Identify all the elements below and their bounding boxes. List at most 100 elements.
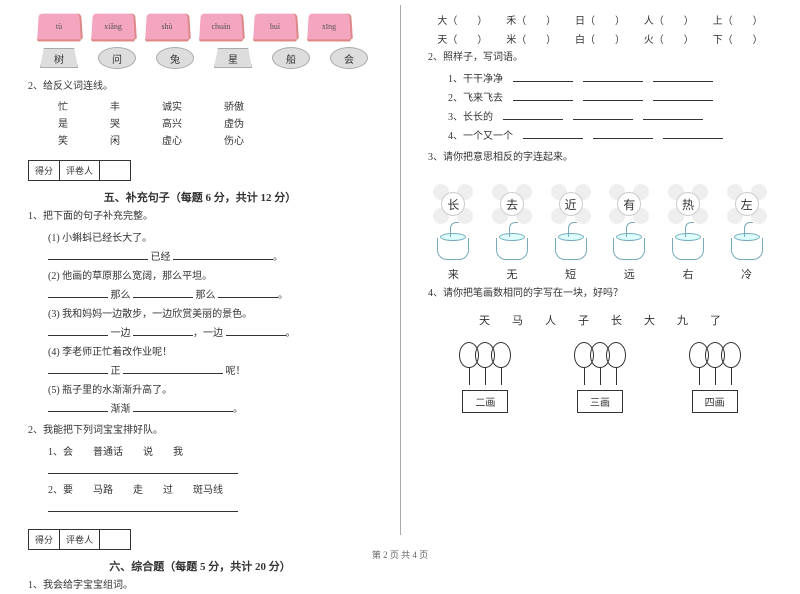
cup-label: 来 <box>448 266 459 282</box>
flower-icon: 热 <box>668 184 708 224</box>
score-box: 得分 评卷人 <box>28 529 131 550</box>
stroke-box: 二画 <box>462 390 508 413</box>
s5-q2-item: 2、要 马路 走 过 斑马线 <box>48 481 382 500</box>
pair-cell: 是 <box>58 116 68 133</box>
balloon-group: 四画 <box>691 342 739 413</box>
cup-icon <box>555 238 587 260</box>
cup-icon <box>731 238 763 260</box>
score-blank <box>100 161 130 180</box>
cup-icon <box>437 238 469 260</box>
char-shape: 问 <box>98 47 136 69</box>
q4-char: 马 <box>512 312 523 328</box>
pair-cell: 伤心 <box>224 133 244 150</box>
pair-cell: 哭 <box>110 116 120 133</box>
cup-label: 无 <box>506 266 517 282</box>
cup-label: 远 <box>624 266 635 282</box>
pair-cell: 高兴 <box>162 116 182 133</box>
s5-blank-line: 正 呢！ <box>48 362 382 381</box>
r-q2-item: 4、一个又一个 <box>448 127 782 146</box>
stroke-box: 三画 <box>577 390 623 413</box>
pair-cell: 骄傲 <box>224 99 244 116</box>
char-item: 火（ ） <box>644 31 694 46</box>
s5-item: (5) 瓶子里的水渐渐升高了。 <box>48 381 382 400</box>
cup-icon <box>613 238 645 260</box>
s5-item: (4) 李老师正忙着改作业呢！ <box>48 343 382 362</box>
s5-q2: 2、我能把下列词宝宝排好队。 <box>28 423 382 439</box>
balloon-row: 二画 三画 四画 <box>428 342 772 413</box>
char-paren-row: 大（ ） 禾（ ） 日（ ） 人（ ） 上（ ） <box>428 12 772 27</box>
pinyin-card: tù <box>37 14 81 40</box>
cup-label-row: 来 无 短 远 右 冷 <box>424 266 776 282</box>
left-column: tù xiǎng shù chuán huì xīng 树 问 兔 星 船 会 … <box>0 0 400 545</box>
grader-label: 评卷人 <box>60 530 100 549</box>
pinyin-card: chuán <box>199 14 243 40</box>
pinyin-card: shù <box>145 14 189 40</box>
answer-blank <box>48 500 382 519</box>
q4-char: 长 <box>611 312 622 328</box>
q2-antonym-title: 2、给反义词连线。 <box>28 79 382 95</box>
q4-char: 子 <box>578 312 589 328</box>
cup-row <box>424 238 776 260</box>
r-q4-title: 4、请你把笔画数相同的字写在一块，好吗？ <box>428 286 782 302</box>
char-shape: 树 <box>40 48 78 68</box>
r-q2-title: 2、照样子，写词语。 <box>428 50 782 66</box>
q4-char: 人 <box>545 312 556 328</box>
flower-icon: 左 <box>727 184 767 224</box>
cup-icon <box>672 238 704 260</box>
cup-label: 短 <box>565 266 576 282</box>
balloon-group: 二画 <box>461 342 509 413</box>
char-shape: 星 <box>214 48 252 68</box>
char-item: 日（ ） <box>575 12 625 27</box>
cup-icon <box>496 238 528 260</box>
pinyin-card: xīng <box>307 14 351 40</box>
pair-cell: 诚实 <box>162 99 182 116</box>
char-shape-row: 树 问 兔 星 船 会 <box>40 47 382 69</box>
pair-row: 是 哭 高兴 虚伪 <box>58 116 382 133</box>
pair-row: 笑 闲 虚心 伤心 <box>58 133 382 150</box>
pinyin-card-row: tù xiǎng shù chuán huì xīng <box>38 13 382 39</box>
flower-icon: 近 <box>551 184 591 224</box>
pair-cell: 虚伪 <box>224 116 244 133</box>
char-shape: 兔 <box>156 47 194 69</box>
char-item: 禾（ ） <box>506 12 556 27</box>
s5-blank-line: 已经 。 <box>48 248 382 267</box>
right-column: 大（ ） 禾（ ） 日（ ） 人（ ） 上（ ） 天（ ） 米（ ） 白（ ） … <box>400 0 800 545</box>
s5-item: (3) 我和妈妈一边散步，一边欣赏美丽的景色。 <box>48 305 382 324</box>
q4-char: 九 <box>677 312 688 328</box>
answer-blank <box>48 462 382 481</box>
s5-item: (1) 小蝌蚪已经长大了。 <box>48 229 382 248</box>
char-item: 下（ ） <box>713 31 763 46</box>
char-paren-row: 天（ ） 米（ ） 白（ ） 火（ ） 下（ ） <box>428 31 772 46</box>
flower-row: 长 去 近 有 热 左 <box>424 184 776 224</box>
balloon-icon <box>606 342 626 368</box>
cup-label: 冷 <box>741 266 752 282</box>
flower-icon: 有 <box>609 184 649 224</box>
s5-item: (2) 他画的草原那么宽阔，那么平坦。 <box>48 267 382 286</box>
char-item: 大（ ） <box>437 12 487 27</box>
pinyin-card: xiǎng <box>91 14 135 40</box>
flower-icon: 长 <box>433 184 473 224</box>
pair-cell: 笑 <box>58 133 68 150</box>
page-footer: 第 2 页 共 4 页 <box>0 548 800 561</box>
section-5-title: 五、补充句子（每题 6 分，共计 12 分） <box>18 189 382 205</box>
char-item: 天（ ） <box>437 31 487 46</box>
cup-label: 右 <box>682 266 693 282</box>
score-box: 得分 评卷人 <box>28 160 131 181</box>
char-shape: 会 <box>330 47 368 69</box>
char-item: 上（ ） <box>713 12 763 27</box>
balloon-group: 三画 <box>576 342 624 413</box>
r-q2-item: 2、飞来飞去 <box>448 89 782 108</box>
score-blank <box>100 530 130 549</box>
balloon-icon <box>491 342 511 368</box>
s5-q2-item: 1、会 普通话 说 我 <box>48 443 382 462</box>
r-q3-title: 3、请你把意思相反的字连起来。 <box>428 150 782 166</box>
pair-cell: 丰 <box>110 99 120 116</box>
pair-cell: 虚心 <box>162 133 182 150</box>
s5-blank-line: 那么 那么 。 <box>48 286 382 305</box>
balloon-icon <box>721 342 741 368</box>
pair-row: 忙丰诚实骄傲 <box>58 99 382 116</box>
s5-q1: 1、把下面的句子补充完整。 <box>28 209 382 225</box>
char-item: 米（ ） <box>506 31 556 46</box>
char-item: 人（ ） <box>644 12 694 27</box>
pair-cell: 闲 <box>110 133 120 150</box>
